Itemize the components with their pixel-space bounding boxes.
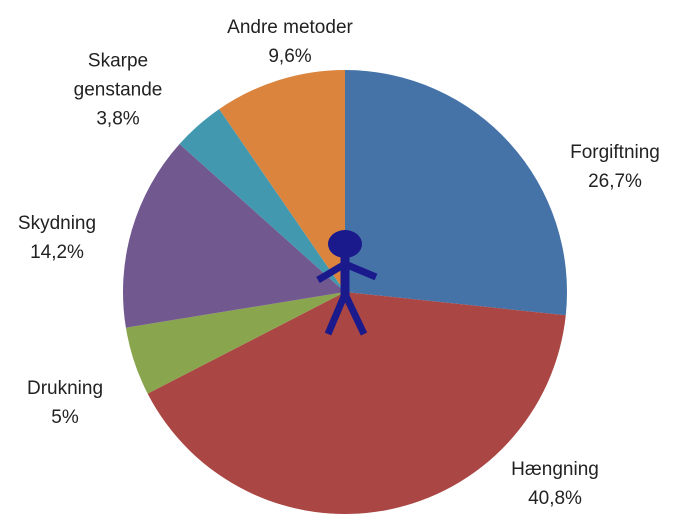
- pie-slice: [125, 292, 346, 394]
- slice-name: Drukning: [26, 378, 104, 399]
- slice-name: Forgiftning: [570, 142, 660, 163]
- slice-name: Hængning: [511, 459, 599, 480]
- slice-label: Forgiftning 26,7%: [540, 138, 678, 196]
- slice-label: Andre metoder 9,6%: [215, 13, 365, 71]
- slice-name: Andre metoder: [227, 17, 353, 38]
- slice-label: Drukning 5%: [0, 374, 140, 432]
- pie-slice: [123, 144, 345, 328]
- slice-value: 3,8%: [96, 108, 140, 130]
- slice-label: Skydning 14,2%: [0, 209, 132, 267]
- slice-value: 40,8%: [528, 488, 582, 509]
- slice-name: Skydning: [17, 213, 97, 234]
- pie-slice: [147, 292, 566, 514]
- slice-label: Hængning 40,8%: [480, 455, 630, 513]
- pie-slice: [179, 109, 345, 292]
- slice-value: 9,6%: [268, 46, 312, 67]
- pie-slice: [345, 70, 567, 316]
- slice-value: 26,7%: [588, 171, 642, 192]
- slice-value: 5%: [51, 407, 79, 428]
- stick-figure: [316, 230, 378, 336]
- slice-value: 14,2%: [30, 242, 84, 263]
- pie-slice: [219, 70, 345, 292]
- slice-name: Skarpe genstande: [73, 50, 163, 101]
- slice-label: Skarpe genstande 3,8%: [63, 47, 173, 134]
